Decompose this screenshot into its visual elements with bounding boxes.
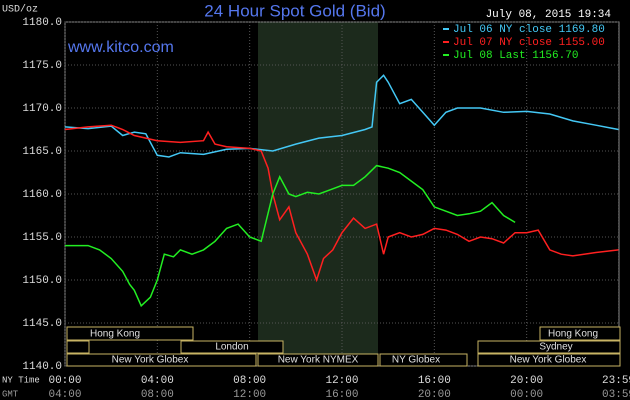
- session-box: [539, 326, 621, 341]
- session: Hong Kong: [66, 326, 194, 341]
- session-box: [477, 353, 621, 367]
- session-label: Hong Kong: [548, 329, 598, 340]
- legend-label: Jul 06 NY close 1169.80: [453, 24, 605, 36]
- line: [64, 124, 619, 283]
- timestamp: July 08, 2015 19:34: [486, 9, 612, 21]
- session: New York Globex: [66, 353, 257, 367]
- y-tick-label: 1180.0: [22, 17, 62, 29]
- session-label: New York Globex: [112, 355, 189, 366]
- y-tick-label: 1160.0: [22, 189, 62, 201]
- x2-tick-label: 12:00: [233, 389, 266, 400]
- x2-tick-label: 00:00: [510, 389, 543, 400]
- legend-label: Jul 08 Last 1156.70: [453, 50, 578, 62]
- session-box: [66, 340, 90, 354]
- x-tick-label: 08:00: [233, 375, 266, 387]
- session: Hong Kong: [539, 326, 621, 341]
- x-tick-label: 04:00: [141, 375, 174, 387]
- session-label: New York NYMEX: [278, 355, 359, 366]
- x2-tick-label: 08:00: [141, 389, 174, 400]
- session-label: London: [215, 342, 248, 353]
- session-box: [66, 353, 257, 367]
- x2-tick-label: 16:00: [325, 389, 358, 400]
- session: New York NYMEX: [257, 353, 379, 367]
- x2-tick-label: 03:59: [602, 389, 630, 400]
- x-tick-label: 23:59: [602, 375, 630, 387]
- y-tick-label: 1175.0: [22, 60, 62, 72]
- session-box: [180, 340, 284, 354]
- session: London: [180, 340, 284, 354]
- session-label: Hong Kong: [90, 329, 140, 340]
- y-tick-label: 1150.0: [22, 275, 62, 287]
- x2-tick-label: 20:00: [418, 389, 451, 400]
- session: [66, 340, 90, 354]
- y-tick-label: 1155.0: [22, 232, 62, 244]
- session-box: [379, 353, 468, 367]
- line: [64, 74, 619, 158]
- session-box: [66, 326, 194, 341]
- sessions: Hong Kong Hong Kong London Sydney New Yo…: [66, 326, 621, 367]
- session-box: [257, 353, 379, 367]
- x-tick-label: 16:00: [418, 375, 451, 387]
- x-axis-label: NY Time: [2, 375, 40, 385]
- y-tick-label: 1170.0: [22, 103, 62, 115]
- y-axis-label: USD/oz: [2, 4, 38, 16]
- y-tick-label: 1140.0: [22, 361, 62, 373]
- session-label: NY Globex: [392, 355, 440, 366]
- x2-axis-label: GMT: [2, 389, 19, 399]
- line: [65, 164, 516, 308]
- y-tick-label: 1145.0: [22, 318, 62, 330]
- x2-tick-label: 04:00: [48, 389, 81, 400]
- session-box: [477, 340, 621, 354]
- session-label: New York Globex: [510, 355, 587, 366]
- y-tick-label: 1165.0: [22, 146, 62, 158]
- session: New York Globex: [477, 353, 621, 367]
- x-tick-label: 00:00: [48, 375, 81, 387]
- session: NY Globex: [379, 353, 468, 367]
- session-label: Sydney: [539, 342, 572, 353]
- x-tick-label: 20:00: [510, 375, 543, 387]
- x-tick-label: 12:00: [325, 375, 358, 387]
- legend-label: Jul 07 NY close 1155.00: [453, 37, 605, 49]
- watermark: www.kitco.com: [67, 39, 174, 56]
- session: Sydney: [477, 340, 621, 354]
- chart-title: 24 Hour Spot Gold (Bid): [204, 1, 385, 20]
